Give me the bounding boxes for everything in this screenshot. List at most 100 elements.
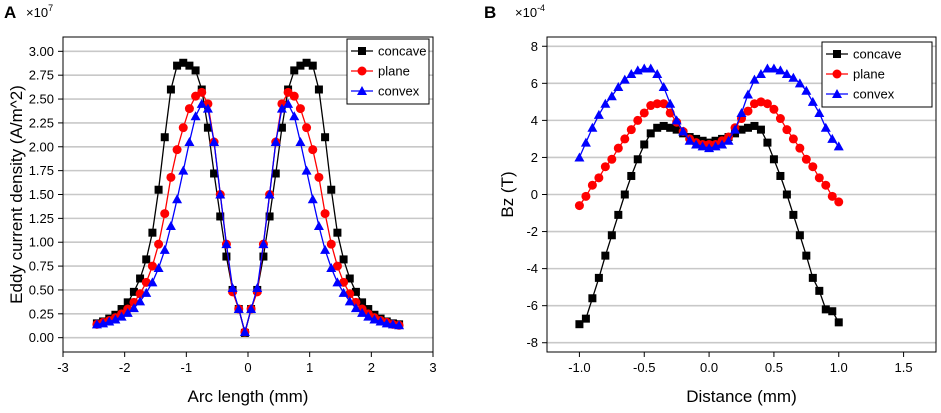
panel-b-concave-point [646, 129, 655, 138]
panel-a-convex-point [326, 263, 337, 272]
panel-a-convex-point [363, 311, 374, 321]
panel-a-convex-point [209, 137, 220, 146]
panel-a-plane-point [160, 209, 170, 219]
panel-b-concave-point [828, 307, 837, 316]
panel-b-convex-point [820, 122, 831, 132]
panel-a-y-tick-label: 0.50 [29, 282, 54, 297]
panel-a-legend-plane-marker [357, 66, 367, 76]
panel-a-convex-point [196, 98, 207, 108]
panel-b-convex-point [814, 107, 825, 117]
panel-b-plane-point [659, 99, 669, 109]
panel-a-concave-point [136, 274, 145, 283]
panel-a-convex-point [270, 137, 281, 146]
panel-b-legend-convex-label: convex [853, 87, 895, 102]
panel-b-convex-point [749, 74, 760, 84]
panel-a-concave-point [210, 169, 219, 178]
panel-a-convex-point [295, 137, 306, 146]
panel-b-convex-point [755, 69, 766, 79]
panel-b-y-tick-label: 0 [531, 187, 538, 202]
panel-a-y-tick-label: 2.75 [29, 68, 54, 83]
panel-b-legend: concave plane convex [821, 41, 933, 108]
panel-a-convex-point [283, 98, 294, 108]
panel-b-plane-point [626, 125, 636, 135]
panel-a-convex-point [122, 307, 133, 317]
panel-b-x-tick-label: 1.5 [895, 360, 913, 375]
panel-a-concave-point [265, 212, 274, 221]
panel-a-y-tick-label: 1.50 [29, 187, 54, 202]
panel-b-plane-point [574, 201, 584, 211]
panel-b-plane-point [775, 114, 785, 124]
panel-b-concave-point [594, 273, 603, 282]
panel-a-convex-point [172, 194, 183, 204]
panel-a-concave-point [277, 123, 286, 132]
panel-b-concave-point [640, 140, 649, 149]
panel-b-y-tick-label: 8 [531, 39, 538, 54]
panel-b-series-plane-line [578, 101, 840, 206]
panel-a-concave-point [327, 185, 336, 194]
panel-b-concave-point [789, 210, 798, 219]
panel-a-convex-point [350, 303, 361, 313]
panel-b-concave-point [763, 138, 772, 147]
panel-b-plane-point [613, 143, 623, 153]
panel-b-concave-point [795, 231, 804, 240]
panel-a-y-tick-label: 0.25 [29, 306, 54, 321]
panel-b-concave-point [581, 314, 590, 323]
panel-b-convex-point [768, 63, 779, 73]
panel-b-convex-point [762, 63, 773, 73]
panel-b-y-tick-label: 6 [531, 76, 538, 91]
panel-a-concave-point [179, 58, 188, 67]
panel-b-convex-point [788, 72, 799, 82]
panel-a-concave-point [142, 255, 151, 264]
panel-a-convex-point [239, 326, 250, 336]
panel-a-concave-point [339, 255, 348, 264]
panel-a-convex-point [394, 320, 405, 330]
panel-b-concave-point [776, 171, 785, 180]
panel-b-convex-point [574, 152, 585, 162]
panel-b-convex-point [717, 139, 728, 149]
panel-b-convex-point [600, 98, 611, 108]
panel-b-convex-point [587, 122, 598, 132]
panel-a-concave-point [290, 66, 299, 75]
panel-b-concave-point [653, 123, 662, 132]
panel-a-legend-concave-marker [358, 47, 366, 55]
panel-a-x-tick-label: -2 [119, 360, 131, 375]
panel-a-convex-point [289, 111, 300, 121]
panel-a-concave-point [222, 252, 231, 261]
panel-a-concave-point [364, 305, 373, 314]
panel-b-convex-point [639, 63, 650, 73]
panel-a-y-tick-label: 2.50 [29, 92, 54, 107]
panel-a-concave-point [185, 61, 194, 70]
panel-a-legend: concave plane convex [346, 38, 430, 105]
panel-a-y-tick-label: 1.00 [29, 235, 54, 250]
panel-a-concave-point [321, 133, 330, 142]
panel-a-y-tick-label: 1.25 [29, 211, 54, 226]
panel-a-multiplier: ×107 [26, 3, 53, 20]
panel-a-convex-point [221, 239, 232, 249]
panel-a-concave-point [154, 185, 163, 194]
panel-a-legend-convex-marker [357, 86, 367, 95]
panel-b-legend-concave-marker [833, 50, 841, 58]
panel-a-convex-point [320, 244, 331, 254]
panel-a-convex-point [178, 165, 189, 175]
panel-b-convex-point [593, 109, 604, 119]
panel-a-concave-point [308, 61, 317, 70]
panel-a-convex-point [190, 111, 201, 121]
panel-a-x-tick-label: 3 [429, 360, 436, 375]
panel-b-concave-point [666, 123, 675, 132]
panel-a-y-tick-label: 2.00 [29, 139, 54, 154]
panel-b-concave-point [633, 155, 642, 164]
panel-a-letter: A [4, 3, 16, 22]
panel-a-plane-point [172, 145, 182, 155]
panel-a-series-layer [91, 58, 405, 337]
panel-b-convex-point [736, 107, 747, 117]
panel-a-concave-point [160, 133, 169, 142]
panel-b-convex-point [833, 141, 844, 151]
panel-a-convex-point [128, 303, 139, 313]
panel-a-concave-point [148, 228, 157, 237]
panel-a-concave-point [333, 228, 342, 237]
panel-b-y-tick-label: -4 [526, 261, 538, 276]
panel-b-y-tick-label: -8 [526, 335, 538, 350]
panel-a-concave-point [351, 287, 360, 296]
panel-b-plane-point [743, 106, 753, 116]
panel-b-convex-point [645, 63, 656, 73]
